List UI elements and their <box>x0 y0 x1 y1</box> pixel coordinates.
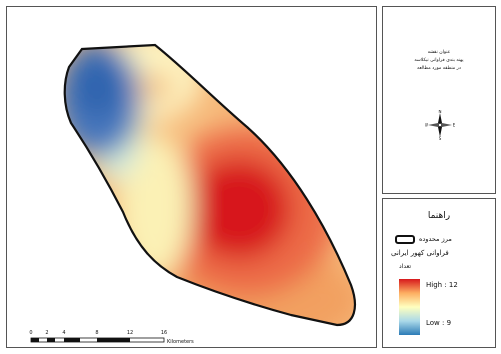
low-label: Low : 9 <box>426 319 452 327</box>
layer-title: فراوانی کهور ایرانی <box>391 249 449 257</box>
west-label: W <box>425 123 428 128</box>
boundary-outline <box>63 43 356 327</box>
scale-tick-16: 16 <box>161 330 167 336</box>
boundary-label: مرز محدوده <box>419 235 452 243</box>
legend-title: راهنما <box>427 211 451 221</box>
title-line-3: در منطقه مورد مطالعه <box>417 66 461 71</box>
scale-tick-4: 4 <box>62 330 65 336</box>
color-ramp <box>399 279 420 335</box>
title-line-2: پهنه بندی فراوانی نیکلاسه <box>414 58 464 63</box>
scale-tick-2: 2 <box>45 330 48 336</box>
compass-rose-icon: N S W E <box>425 110 455 140</box>
title-frame: عنوان نقشه پهنه بندی فراوانی نیکلاسه در … <box>382 6 496 194</box>
scale-tick-8: 8 <box>95 330 98 336</box>
interpolated-surface <box>64 45 355 325</box>
south-label: S <box>439 136 442 140</box>
east-label: E <box>453 123 455 128</box>
high-label: High : 12 <box>426 281 458 289</box>
count-label: تعداد <box>399 263 412 270</box>
scale-bar: 0 2 4 8 12 16 Kilometers <box>29 330 194 345</box>
north-label: N <box>439 110 442 114</box>
scale-tick-0: 0 <box>29 330 32 336</box>
scale-unit: Kilometers <box>167 339 194 345</box>
title-line-1: عنوان نقشه <box>427 50 451 55</box>
legend-frame: راهنما مرز محدوده فراوانی کهور ایرانی تع… <box>382 198 496 348</box>
scale-tick-12: 12 <box>127 330 133 336</box>
map-canvas[interactable]: 0 2 4 8 12 16 Kilometers <box>7 7 376 347</box>
map-frame: 0 2 4 8 12 16 Kilometers <box>6 6 377 348</box>
boundary-swatch <box>395 235 415 244</box>
